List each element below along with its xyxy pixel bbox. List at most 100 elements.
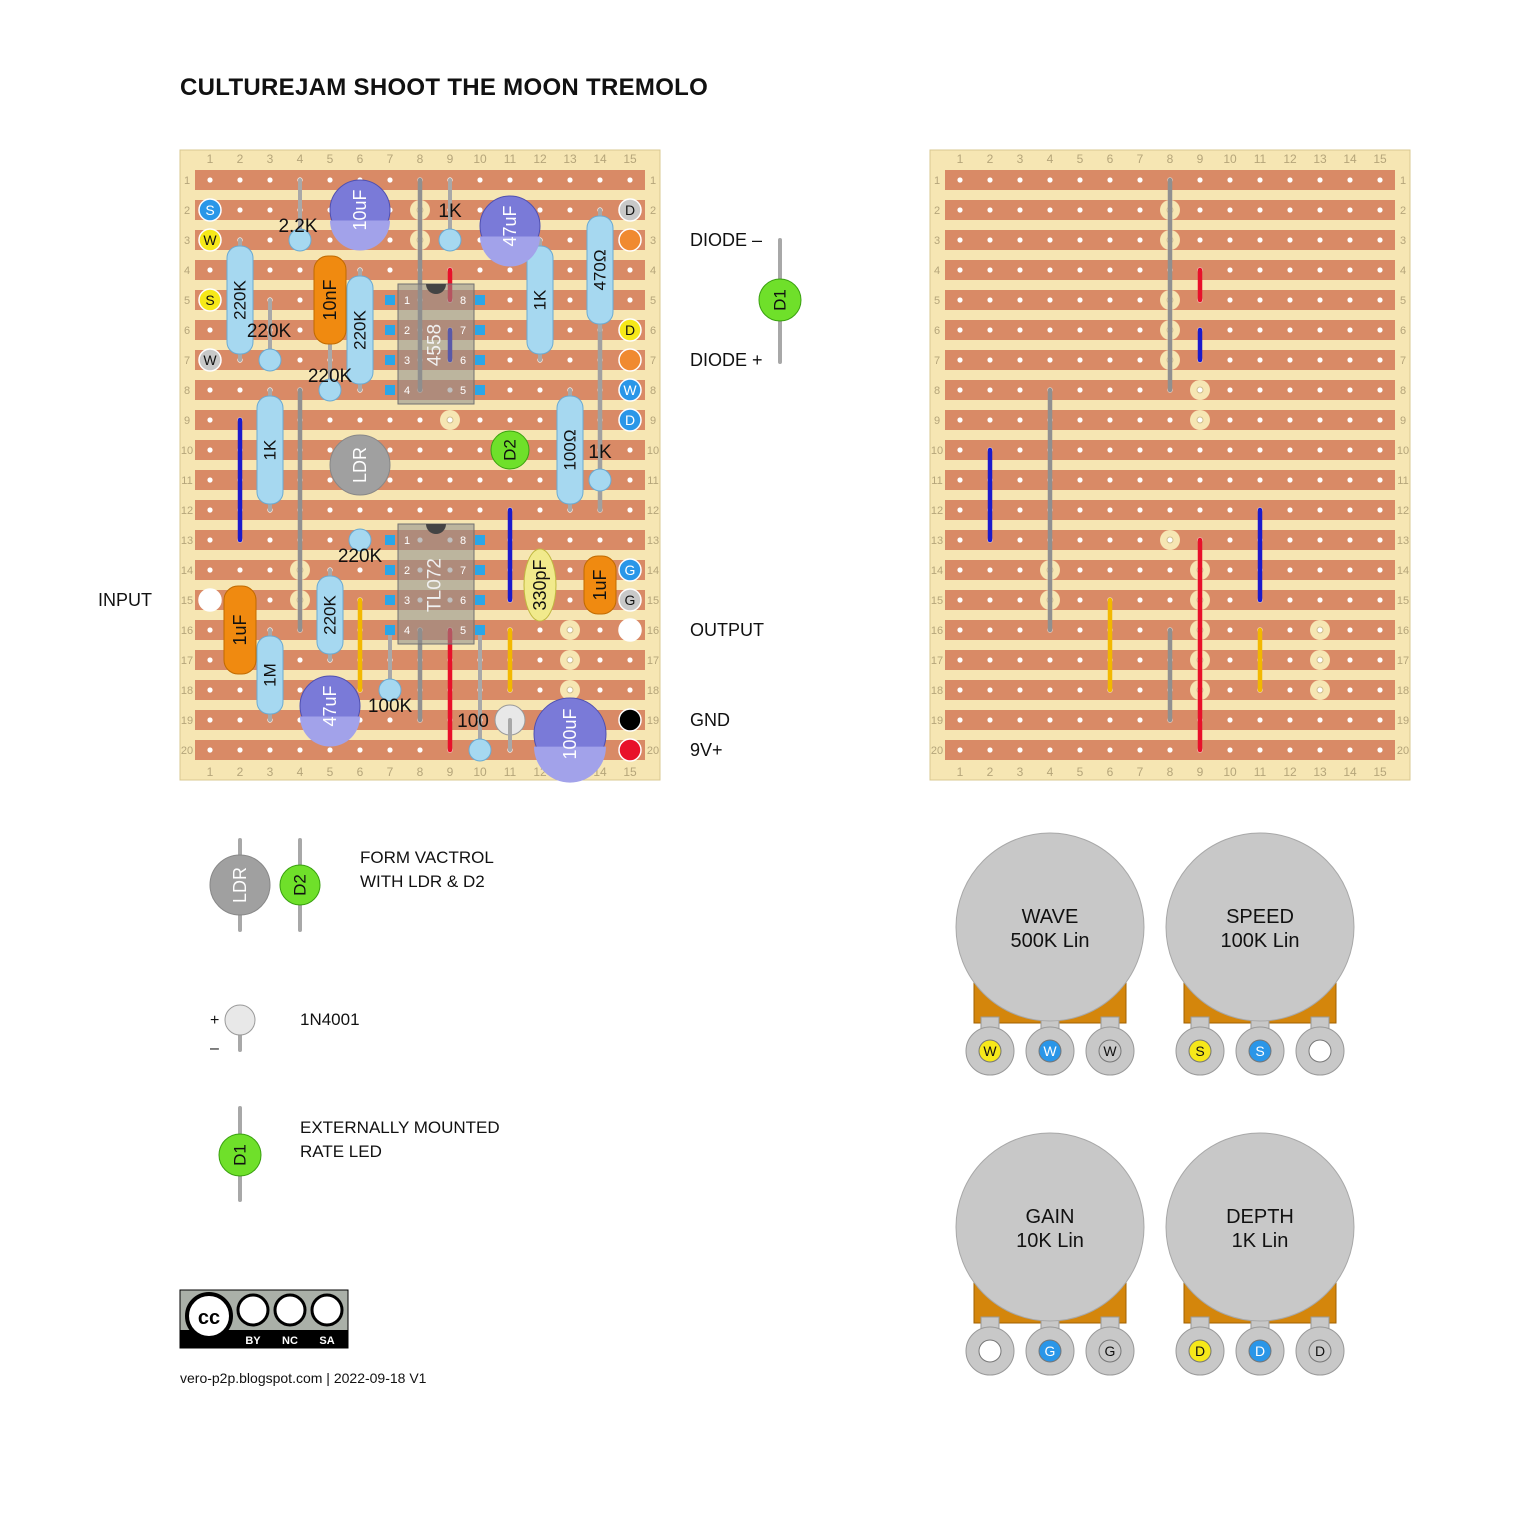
ldr-label: LDR bbox=[350, 447, 370, 483]
strip-hole bbox=[1077, 237, 1083, 243]
pad-diode-plus bbox=[618, 348, 642, 372]
ic-pin-number: 7 bbox=[460, 565, 466, 577]
strip-hole bbox=[627, 177, 633, 183]
strip-hole bbox=[1227, 567, 1233, 573]
strip-hole bbox=[357, 567, 363, 573]
strip-hole bbox=[987, 387, 993, 393]
row-number: 13 bbox=[1397, 535, 1409, 547]
license-by: BY bbox=[245, 1335, 261, 1347]
legend-d1 bbox=[218, 1133, 262, 1177]
strip-hole bbox=[327, 417, 333, 423]
strip-hole bbox=[957, 687, 963, 693]
strip-hole bbox=[267, 597, 273, 603]
strip-hole bbox=[447, 507, 453, 513]
strip-hole bbox=[1257, 177, 1263, 183]
strip-cut-hole bbox=[1316, 656, 1324, 664]
strip-hole bbox=[1017, 327, 1023, 333]
ic-pin-number: 2 bbox=[404, 565, 410, 577]
row-number: 15 bbox=[181, 595, 193, 607]
strip-hole bbox=[627, 537, 633, 543]
strip-hole bbox=[1317, 447, 1323, 453]
led-note-line2: RATE LED bbox=[300, 1142, 382, 1161]
ic-pin-number: 2 bbox=[404, 325, 410, 337]
strip-hole bbox=[1107, 447, 1113, 453]
ic-pin-number: 6 bbox=[460, 355, 466, 367]
strip-hole bbox=[1197, 237, 1203, 243]
strip-hole bbox=[1107, 717, 1113, 723]
strip-hole bbox=[1197, 177, 1203, 183]
pad-power bbox=[618, 738, 642, 762]
license-sa: SA bbox=[319, 1335, 334, 1347]
pad-wave-w2 bbox=[198, 348, 222, 372]
strip-hole bbox=[327, 447, 333, 453]
column-number: 11 bbox=[1254, 152, 1267, 166]
pot-lug-pad bbox=[1038, 1339, 1062, 1363]
strip-hole bbox=[1077, 297, 1083, 303]
strip-hole bbox=[1347, 597, 1353, 603]
strip-hole bbox=[1317, 477, 1323, 483]
strip-hole bbox=[1227, 627, 1233, 633]
page-title: CULTUREJAM SHOOT THE MOON TREMOLO bbox=[180, 74, 709, 101]
strip-hole bbox=[1227, 417, 1233, 423]
resistor-2k2 bbox=[288, 228, 312, 252]
strip-hole bbox=[1077, 747, 1083, 753]
strip-hole bbox=[1017, 387, 1023, 393]
strip-hole bbox=[957, 237, 963, 243]
strip-hole bbox=[1107, 297, 1113, 303]
capacitor-330pf bbox=[523, 548, 557, 622]
column-number: 7 bbox=[387, 152, 394, 166]
strip-hole bbox=[1317, 387, 1323, 393]
legend-area: LDR D2 D1 cc BY NC SA bbox=[179, 838, 349, 1349]
strip-hole bbox=[1197, 507, 1203, 513]
strip-hole bbox=[1047, 657, 1053, 663]
legend-diode bbox=[224, 1004, 256, 1036]
strip-hole bbox=[1257, 387, 1263, 393]
pad-speed-s bbox=[198, 198, 222, 222]
strip-hole bbox=[1287, 537, 1293, 543]
strip-hole bbox=[1287, 747, 1293, 753]
strip-hole bbox=[1317, 177, 1323, 183]
strip-hole bbox=[1017, 657, 1023, 663]
strip-hole bbox=[1317, 747, 1323, 753]
strip-hole bbox=[957, 567, 963, 573]
strip-hole bbox=[1347, 507, 1353, 513]
row-number: 15 bbox=[647, 595, 659, 607]
row-number: 5 bbox=[184, 295, 190, 307]
strip-hole bbox=[1137, 597, 1143, 603]
strip-cut-hole bbox=[1196, 386, 1204, 394]
strip-hole bbox=[1077, 567, 1083, 573]
strip-cut-hole bbox=[566, 656, 574, 664]
strip-hole bbox=[1287, 567, 1293, 573]
strip-hole bbox=[387, 447, 393, 453]
strip-hole bbox=[1377, 597, 1383, 603]
strip-hole bbox=[567, 297, 573, 303]
strip-hole bbox=[1257, 447, 1263, 453]
strip-cut-hole bbox=[566, 686, 574, 694]
strip-hole bbox=[1347, 447, 1353, 453]
strip-hole bbox=[537, 177, 543, 183]
capacitor-stripe bbox=[534, 746, 606, 783]
column-number: 3 bbox=[1017, 765, 1024, 779]
strip-hole bbox=[987, 687, 993, 693]
ic-pin-number: 8 bbox=[460, 535, 466, 547]
strip-hole bbox=[1077, 507, 1083, 513]
strip-hole bbox=[1257, 417, 1263, 423]
strip-hole bbox=[237, 567, 243, 573]
strip-hole bbox=[1317, 237, 1323, 243]
column-number: 5 bbox=[1077, 765, 1084, 779]
row-number: 10 bbox=[647, 445, 659, 457]
strip-hole bbox=[417, 747, 423, 753]
strip-hole bbox=[237, 717, 243, 723]
strip-hole bbox=[1107, 417, 1113, 423]
strip-hole bbox=[1047, 747, 1053, 753]
strip-hole bbox=[1317, 357, 1323, 363]
column-number: 12 bbox=[1283, 152, 1297, 166]
strip-hole bbox=[1227, 447, 1233, 453]
strip-hole bbox=[957, 327, 963, 333]
strip-hole bbox=[1377, 327, 1383, 333]
resistor-1k-top bbox=[438, 228, 462, 252]
strip-hole bbox=[1317, 717, 1323, 723]
strip-hole bbox=[987, 357, 993, 363]
row-number: 11 bbox=[1397, 475, 1408, 487]
row-number: 16 bbox=[181, 625, 193, 637]
